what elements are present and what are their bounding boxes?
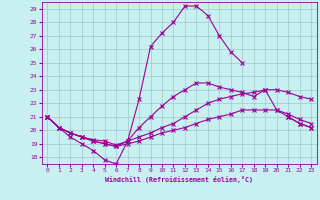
- X-axis label: Windchill (Refroidissement éolien,°C): Windchill (Refroidissement éolien,°C): [105, 176, 253, 183]
